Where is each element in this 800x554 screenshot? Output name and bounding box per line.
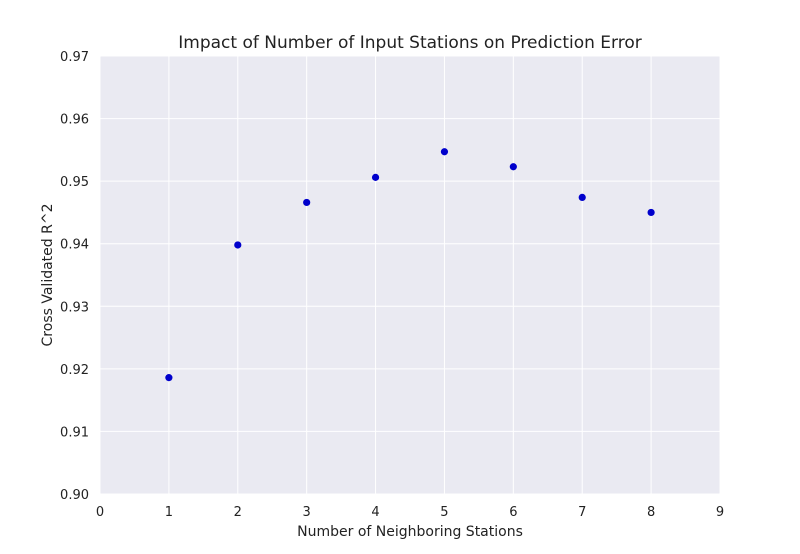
x-tick-label: 3 (303, 505, 311, 520)
data-point (509, 163, 517, 171)
y-tick-label: 0.93 (60, 300, 89, 315)
x-tick-label: 6 (509, 505, 517, 520)
x-tick-labels: 0 1 2 3 4 5 6 7 8 9 (96, 505, 724, 520)
chart-title: Impact of Number of Input Stations on Pr… (178, 33, 641, 53)
x-tick-label: 7 (578, 505, 586, 520)
data-point (303, 198, 311, 207)
y-tick-label: 0.94 (60, 238, 89, 253)
y-axis-label: Cross Validated R^2 (40, 204, 56, 347)
x-tick-label: 0 (96, 505, 104, 520)
x-tick-label: 5 (440, 505, 448, 520)
x-tick-label: 2 (234, 505, 242, 520)
x-tick-label: 1 (165, 505, 173, 520)
data-point (578, 193, 586, 202)
data-point (647, 208, 655, 217)
data-point (165, 374, 173, 382)
x-tick-label: 9 (716, 505, 724, 520)
y-tick-label: 0.90 (60, 488, 89, 503)
x-tick-label: 4 (371, 505, 379, 520)
data-point (371, 173, 380, 181)
y-tick-label: 0.97 (60, 50, 89, 65)
plot-area (100, 56, 720, 494)
x-axis-label: Number of Neighboring Stations (297, 524, 523, 540)
data-point (234, 241, 242, 249)
y-tick-label: 0.92 (60, 363, 89, 378)
y-tick-label: 0.95 (60, 175, 89, 190)
data-point (440, 148, 449, 156)
x-tick-label: 8 (647, 505, 655, 520)
y-tick-labels: 0.90 0.91 0.92 0.93 0.94 0.95 0.96 0.97 (60, 50, 89, 503)
grid-lines (99, 55, 721, 495)
data-points (165, 148, 655, 382)
y-tick-label: 0.96 (60, 113, 89, 128)
y-tick-label: 0.91 (60, 425, 89, 440)
